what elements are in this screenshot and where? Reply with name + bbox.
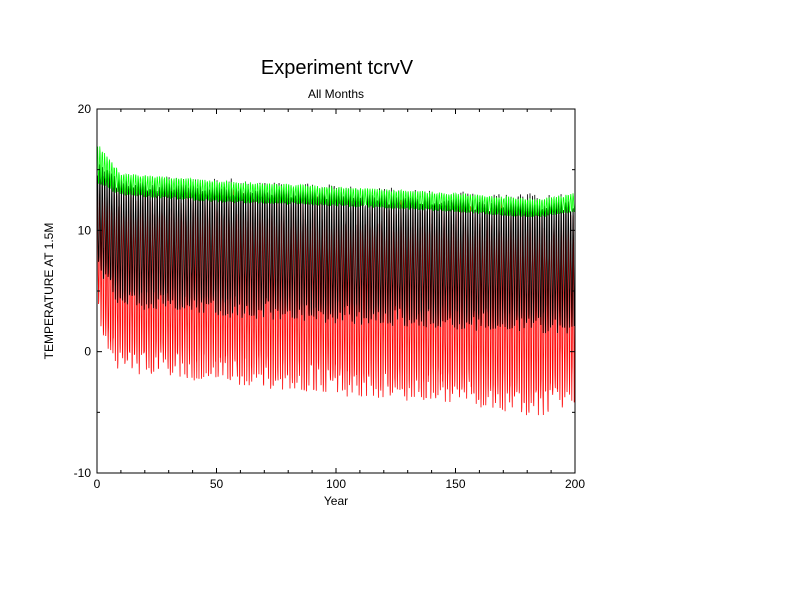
x-tick-label: 200 bbox=[565, 477, 585, 491]
chart-title: Experiment tcrvV bbox=[261, 57, 414, 79]
y-tick-label: 0 bbox=[84, 345, 91, 359]
x-axis-label: Year bbox=[324, 494, 348, 508]
x-tick-label: 50 bbox=[210, 477, 224, 491]
series-line-3 bbox=[96, 146, 576, 218]
y-tick-label: 10 bbox=[78, 223, 92, 237]
x-tick-label: 100 bbox=[326, 477, 346, 491]
x-tick-label: 150 bbox=[445, 477, 465, 491]
y-tick-label: 20 bbox=[78, 102, 92, 116]
x-tick-label: 0 bbox=[94, 477, 101, 491]
series-layer bbox=[96, 146, 576, 416]
chart-subtitle: All Months bbox=[308, 87, 364, 101]
series-line-2 bbox=[96, 164, 576, 334]
y-axis-label: TEMPERATURE AT 1.5M bbox=[42, 223, 56, 360]
y-tick-label: -10 bbox=[74, 466, 92, 480]
